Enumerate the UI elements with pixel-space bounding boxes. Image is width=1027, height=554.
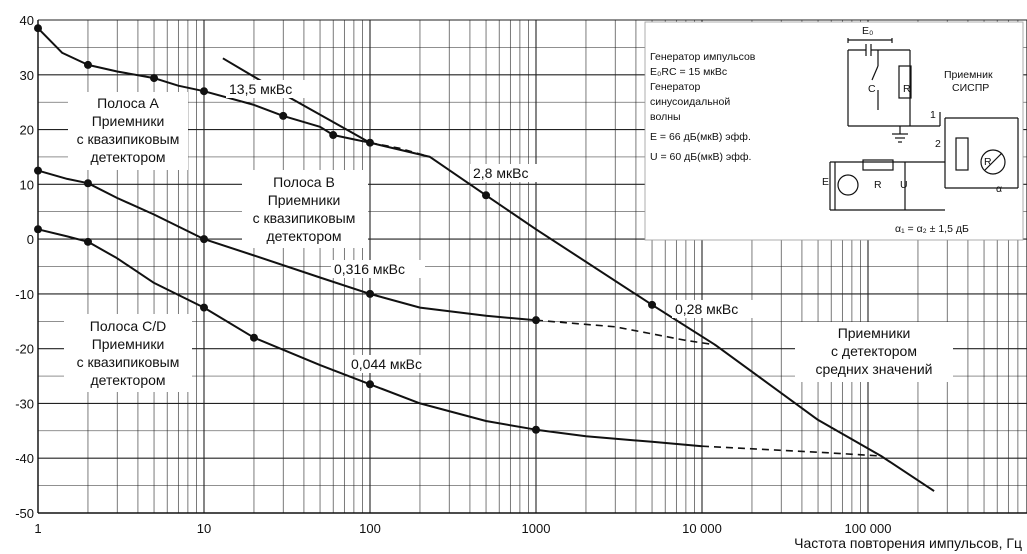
band-a-bg — [68, 92, 188, 170]
band-b-line-4: детектором — [266, 228, 341, 244]
x-tick-label: 100 000 — [845, 521, 892, 536]
lbl-028-bg — [672, 300, 758, 318]
x-tick-label: 1000 — [522, 521, 551, 536]
y-tick-label: -10 — [15, 287, 34, 302]
annotations: Полоса А Приемники с квазипиковым детект… — [64, 80, 953, 392]
inset-text-3: Генератор — [650, 81, 700, 93]
x-tick-label: 100 — [359, 521, 381, 536]
inset-text-6: E = 66 дБ(мкВ) эфф. — [650, 131, 751, 143]
y-tick-label: 20 — [20, 123, 34, 138]
inset-u: U — [900, 179, 908, 191]
band-b-line-3: с квазипиковым — [253, 210, 356, 226]
series-point — [200, 303, 208, 312]
series-point — [279, 111, 288, 120]
lbl-135-bg — [226, 80, 310, 98]
label-0-316: 0,316 мкВс — [334, 261, 405, 277]
y-tick-label: 10 — [20, 177, 34, 192]
x-axis-ticks: 1 10 100 1000 10 000 100 000 — [34, 521, 891, 536]
inset-alpha: α — [996, 183, 1002, 195]
inset-box: Генератор импульсов E₀RC = 15 мкВс Генер… — [644, 21, 1024, 241]
series-point — [366, 380, 374, 389]
x-tick-label: 10 000 — [682, 521, 722, 536]
series-point — [329, 131, 338, 140]
inset-receiver-2: СИСПР — [952, 82, 989, 94]
band-cd-bg — [64, 314, 192, 392]
inset-e: E — [822, 176, 829, 188]
band-a-line-1: Полоса А — [97, 95, 159, 111]
inset-text-4: синусоидальной — [650, 96, 730, 108]
label-13-5: 13,5 мкВс — [229, 81, 292, 97]
series-point — [532, 316, 540, 325]
x-tick-label: 10 — [197, 521, 211, 536]
inset-r2: R — [984, 156, 992, 168]
inset-c: C — [868, 83, 876, 95]
band-b-line-2: Приемники — [268, 192, 341, 208]
series-point — [249, 333, 258, 342]
y-tick-label: -40 — [15, 451, 34, 466]
series-point — [83, 60, 92, 69]
band-b-line-1: Полоса В — [273, 174, 335, 190]
inset-node-2: 2 — [935, 138, 941, 150]
series-point — [83, 179, 92, 188]
band-cd-line-2: Приемники — [92, 336, 165, 352]
inset-text-7: U = 60 дБ(мкВ) эфф. — [650, 151, 751, 163]
avg-line-2: с детектором — [831, 343, 917, 359]
series-point — [34, 166, 42, 175]
y-tick-label: 0 — [27, 232, 34, 247]
inset-r1: R — [903, 83, 911, 95]
inset-node-1: 1 — [930, 109, 936, 121]
series-point — [83, 237, 92, 246]
inset-text-2: E₀RC = 15 мкВс — [650, 66, 727, 78]
inset-text-5: волны — [650, 111, 681, 123]
band-a-line-3: с квазипиковым — [77, 131, 180, 147]
y-tick-label: 30 — [20, 68, 34, 83]
avg-line-1: Приемники — [838, 325, 911, 341]
band-b-bg — [242, 170, 368, 248]
avg-line-3: средних значений — [816, 361, 933, 377]
series-point — [482, 191, 491, 200]
lbl-0044-bg — [348, 355, 444, 373]
series-point — [366, 289, 374, 298]
series-line-2 — [37, 228, 703, 448]
x-tick-label: 1 — [34, 521, 41, 536]
label-2-8: 2,8 мкВс — [473, 165, 528, 181]
lbl-28-bg — [470, 164, 550, 182]
chart-series — [34, 24, 935, 492]
label-0-28: 0,28 мкВс — [675, 301, 738, 317]
series-point — [34, 225, 42, 234]
inset-e0: E₀ — [862, 25, 873, 37]
series-point — [200, 87, 208, 96]
lbl-0316-bg — [331, 260, 425, 278]
y-axis-ticks: 40 30 20 10 0 -10 -20 -30 -40 -50 — [15, 13, 34, 521]
y-tick-label: -50 — [15, 506, 34, 521]
x-axis-label: Частота повторения импульсов, Гц — [794, 535, 1022, 551]
band-cd-line-1: Полоса С/D — [90, 318, 166, 334]
avg-bg — [795, 322, 953, 382]
band-cd-line-3: с квазипиковым — [77, 354, 180, 370]
y-tick-label: 40 — [20, 13, 34, 28]
y-tick-label: -20 — [15, 342, 34, 357]
series-point — [150, 74, 159, 83]
series-point — [34, 24, 42, 33]
series-point — [200, 235, 208, 244]
band-a-line-2: Приемники — [92, 113, 165, 129]
inset-formula: α₁ = α₂ ± 1,5 дБ — [895, 223, 969, 235]
series-point — [532, 425, 540, 434]
inset-background — [644, 21, 1024, 241]
y-tick-label: -30 — [15, 396, 34, 411]
series-point — [648, 300, 657, 309]
band-cd-line-4: детектором — [90, 372, 165, 388]
inset-r3: R — [874, 179, 882, 191]
band-a-line-4: детектором — [90, 149, 165, 165]
inset-text-1: Генератор импульсов — [650, 51, 756, 63]
circuit-schematic — [829, 38, 1019, 211]
series-line-3 — [222, 57, 935, 492]
inset-receiver-1: Приемник — [944, 69, 993, 81]
series-dashed-1 — [535, 319, 716, 346]
series-dashed-2 — [701, 445, 882, 457]
label-0-044: 0,044 мкВс — [351, 356, 422, 372]
